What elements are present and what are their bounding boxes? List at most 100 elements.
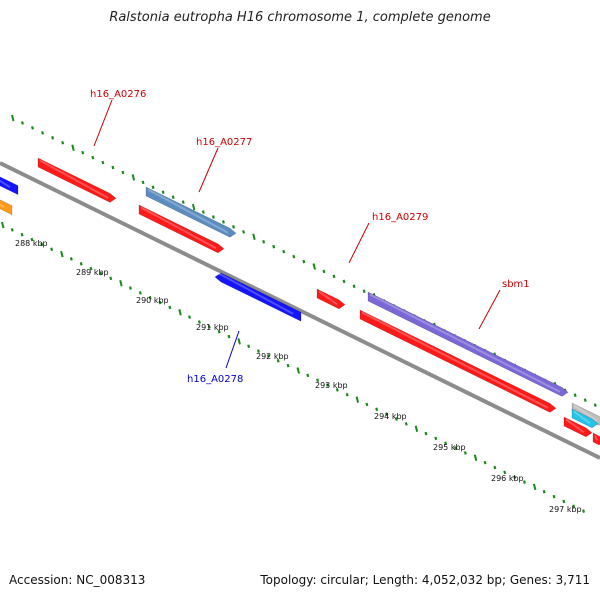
inner-tick-minor [20, 232, 24, 237]
gene-h16-a0276 [37, 157, 117, 203]
tick-label-288: 288 kbp [15, 239, 48, 248]
tick-label-291: 291 kbp [196, 323, 229, 332]
inner-tick-major [237, 338, 241, 345]
gene-right-red-edge-highlight [594, 435, 598, 441]
inner-tick-minor [286, 363, 290, 368]
outer-tick-minor [221, 220, 225, 224]
inner-tick-minor [227, 334, 231, 339]
outer-tick-minor [322, 269, 326, 274]
gene-h16-a0276-highlight [39, 159, 109, 199]
gene-h16-a0277 [138, 204, 225, 254]
inner-tick-minor [562, 499, 566, 504]
inner-tick-major [178, 309, 182, 316]
callout-h16-a0277 [198, 147, 219, 193]
outer-tick-minor [583, 398, 587, 402]
gene-red-long-highlight [361, 311, 549, 409]
inner-tick-minor [385, 412, 389, 416]
inner-tick-major [355, 396, 360, 403]
outer-tick-major [252, 233, 256, 241]
gene-sbm1-highlight [369, 293, 561, 393]
inner-tick-minor [513, 475, 517, 479]
outer-tick-minor [362, 289, 366, 294]
gene-h16-a0277-upper-highlight [147, 188, 229, 234]
inner-tick-minor [463, 451, 467, 455]
gene-h16-a0278-highlight [216, 271, 294, 315]
inner-tick-minor [266, 354, 270, 358]
inner-tick-major [296, 367, 300, 374]
outer-tick-minor [201, 210, 205, 214]
inner-tick-minor [247, 344, 251, 349]
outer-tick-minor [332, 274, 336, 279]
inner-tick-minor [483, 460, 487, 465]
gene-features [0, 157, 600, 446]
inner-tick-minor [109, 276, 113, 281]
inner-tick-minor [50, 247, 54, 252]
map-title: Ralstonia eutropha H16 chromosome 1, com… [109, 10, 491, 25]
inner-tick-minor [197, 320, 201, 324]
gene-h16-a0279-highlight [318, 290, 338, 306]
gene-h16-a0277-highlight [140, 206, 217, 250]
inner-tick-minor [207, 325, 211, 329]
gene-h16-a0279 [316, 288, 346, 310]
inner-tick-minor [99, 271, 103, 276]
gene-left-blue-highlight [0, 179, 11, 189]
inner-tick-major [414, 425, 419, 432]
inner-tick-minor [493, 465, 497, 470]
gene-label-h16-a0278: h16_A0278 [187, 374, 243, 385]
gene-right-red-highlight [565, 418, 585, 434]
inner-tick-minor [316, 378, 320, 382]
outer-tick-minor [121, 170, 125, 175]
inner-tick-minor [148, 295, 152, 300]
tick-label-293: 293 kbp [315, 381, 348, 390]
outer-tick-minor [161, 190, 165, 195]
inner-tick-minor [335, 388, 339, 392]
inner-tick-major [473, 454, 478, 462]
tick-label-297: 297 kbp [549, 505, 582, 514]
inner-tick-minor [40, 242, 44, 247]
accession-text: Accession: NC_008313 [9, 573, 146, 587]
inner-tick-minor [10, 228, 14, 232]
inner-tick-minor [365, 402, 369, 407]
gene-labels: h16_A0276 h16_A0277 h16_A0279 sbm1 h16_A… [90, 89, 530, 385]
inner-tick-major [532, 483, 537, 491]
gene-label-h16-a0276: h16_A0276 [90, 89, 146, 100]
inner-tick-minor [582, 509, 586, 513]
outer-tick-major [71, 144, 75, 151]
callout-sbm1 [478, 289, 501, 330]
callout-h16-a0278 [225, 330, 240, 369]
outer-tick-major [312, 263, 316, 270]
outer-tick-minor [141, 180, 145, 185]
tick-label-295: 295 kbp [433, 443, 466, 452]
gene-right-red-edge [592, 432, 600, 446]
gene-right-red [563, 416, 593, 438]
inner-tick-minor [306, 373, 310, 378]
chromosome-backbone [0, 161, 600, 460]
inner-tick-minor [30, 237, 34, 242]
inner-tick-major [60, 250, 64, 258]
inner-tick-minor [572, 504, 576, 509]
tick-label-294: 294 kbp [374, 412, 407, 421]
inner-tick-minor [552, 494, 556, 499]
outer-tick-minor [282, 249, 286, 254]
callout-h16-a0279 [348, 222, 370, 264]
outer-tick-minor [181, 200, 185, 204]
inner-tick-minor [276, 359, 280, 363]
outer-tick-minor [111, 165, 115, 170]
inner-tick-minor [79, 262, 83, 266]
gene-right-cyan-highlight [573, 410, 591, 425]
outer-tick-minor [211, 215, 215, 219]
outer-tick-minor [232, 225, 235, 229]
gene-label-h16-a0279: h16_A0279 [372, 212, 428, 223]
gene-h16-a0277-upper [145, 186, 237, 238]
gene-left-orange-highlight [0, 203, 5, 209]
callout-h16-a0276 [93, 99, 113, 147]
outer-tick-minor [573, 393, 577, 397]
inner-tick-minor [394, 417, 398, 421]
tick-label-290: 290 kbp [136, 296, 169, 305]
outer-tick-major [191, 203, 196, 211]
outer-tick-minor [262, 239, 266, 244]
inner-tick-minor [188, 315, 192, 319]
outer-tick-minor [302, 259, 306, 264]
